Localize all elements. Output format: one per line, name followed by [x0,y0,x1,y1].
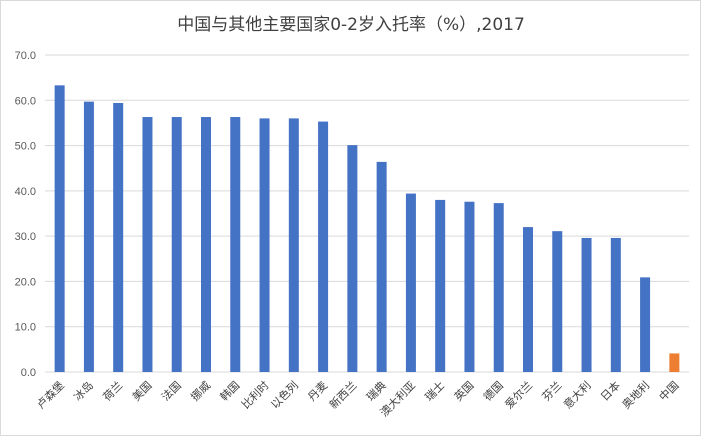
y-tick-label: 0.0 [21,367,36,379]
bars [54,85,680,373]
y-tick-label: 20.0 [15,276,36,288]
bar [435,199,446,372]
bar [171,117,182,372]
bar [230,117,241,372]
bar [142,117,153,372]
x-tick-label: 韩国 [217,378,242,403]
x-tick-label: 瑞士 [422,378,447,403]
bar [201,117,211,372]
y-axis-ticks: 0.0 10.0 20.0 30.0 40.0 50.0 60.0 70.0 [15,50,36,379]
x-tick-label: 挪威 [188,378,213,403]
bar [581,237,592,372]
x-tick-label: 德国 [480,378,505,403]
x-tick-label: 丹麦 [305,379,330,404]
bar [347,145,358,372]
x-tick-label: 爱尔兰 [503,379,536,412]
bar [288,118,299,373]
y-tick-label: 60.0 [15,95,36,107]
x-tick-label: 卢森堡 [34,378,67,411]
bar [669,353,680,372]
bar [113,103,124,372]
y-tick-label: 30.0 [15,231,36,243]
x-tick-label: 荷兰 [101,379,126,404]
chart-title: 中国与其他主要国家0-2岁入托率（%）,2017 [177,15,525,35]
bar [464,201,475,372]
x-tick-label: 以色列 [268,378,301,411]
gridlines [45,54,689,373]
x-tick-label: 中国 [657,379,682,404]
x-tick-label: 芬兰 [540,379,565,404]
bar [523,227,533,372]
bar [405,193,416,372]
y-tick-label: 40.0 [15,186,36,198]
bar [610,237,621,372]
x-tick-label: 美国 [130,379,155,404]
x-tick-label: 瑞典 [363,378,388,403]
x-tick-label: 冰岛 [71,378,96,403]
x-tick-label: 新西兰 [326,378,359,411]
bar [318,121,329,372]
x-tick-label: 比利时 [239,379,272,412]
bar [54,85,65,372]
x-tick-label: 奥地利 [619,378,652,411]
bar [83,101,94,372]
x-tick-label: 意大利 [560,378,593,411]
bar [552,231,563,372]
x-tick-label: 英国 [451,378,476,403]
bar [259,118,270,373]
y-tick-label: 10.0 [15,322,36,334]
bar [493,203,504,372]
bar [640,277,651,372]
x-tick-label: 日本 [597,378,622,403]
x-tick-label: 法国 [158,378,183,403]
y-tick-label: 70.0 [15,50,36,62]
bar [376,161,387,372]
y-tick-label: 50.0 [15,141,36,153]
